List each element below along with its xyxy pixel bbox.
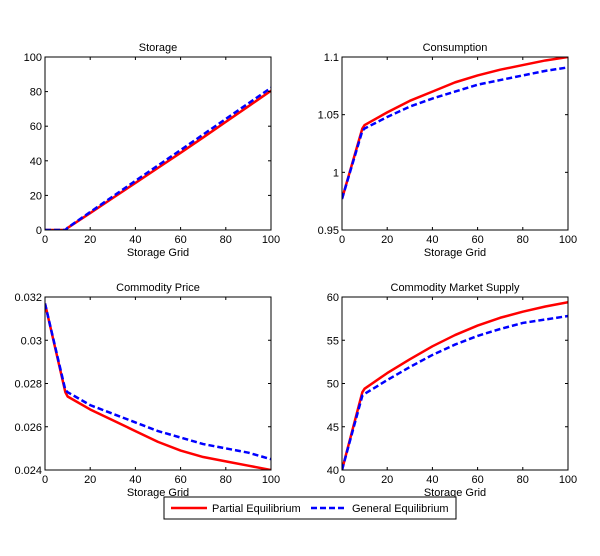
y-tick-label: 1.05	[318, 110, 339, 122]
y-tick-label: 60	[30, 121, 42, 133]
x-tick-label: 80	[220, 474, 232, 486]
x-tick-label: 80	[220, 234, 232, 246]
subplot-consumption: Consumption 0 20 40 60 80 100 0.95 1 1.05 1.1 Stora…	[318, 42, 578, 259]
legend-label-general: General Equilibrium	[352, 503, 449, 515]
x-tick-label: 20	[381, 234, 393, 246]
x-tick-label: 60	[174, 234, 186, 246]
x-axis-label: Storage Grid	[424, 247, 486, 259]
x-tick-label: 40	[129, 474, 141, 486]
x-tick-label: 60	[174, 474, 186, 486]
y-tick-label: 1	[333, 167, 339, 179]
y-tick-label: 20	[30, 190, 42, 202]
x-tick-label: 100	[559, 474, 577, 486]
x-tick-label: 0	[42, 474, 48, 486]
x-tick-label: 60	[471, 474, 483, 486]
subplot-title: Storage	[139, 42, 178, 54]
x-tick-label: 60	[471, 234, 483, 246]
x-tick-label: 100	[262, 474, 280, 486]
x-tick-label: 100	[559, 234, 577, 246]
x-tick-label: 40	[129, 234, 141, 246]
y-tick-label: 45	[327, 422, 339, 434]
series-line-partial	[45, 303, 271, 470]
y-tick-label: 80	[30, 87, 42, 99]
subplot-title: Consumption	[423, 42, 488, 54]
y-tick-label: 0.026	[14, 422, 42, 434]
subplot-storage: Storage 0 20 40 60 80 100 0 20 40 60 80 100 Storage G…	[24, 42, 281, 259]
y-tick-label: 50	[327, 379, 339, 391]
subplot-title: Commodity Market Supply	[391, 282, 520, 294]
y-tick-label: 100	[24, 52, 42, 64]
x-tick-label: 80	[517, 474, 529, 486]
y-tick-label: 0.03	[21, 335, 42, 347]
legend-label-partial: Partial Equilibrium	[212, 503, 301, 515]
y-tick-label: 0.95	[318, 225, 339, 237]
x-tick-label: 20	[84, 474, 96, 486]
x-axis-label: Storage Grid	[424, 487, 486, 499]
y-tick-label: 1.1	[324, 52, 339, 64]
y-tick-label: 60	[327, 292, 339, 304]
x-axis-label: Storage Grid	[127, 247, 189, 259]
series-line-general	[45, 303, 271, 461]
series-line-partial	[342, 300, 568, 470]
subplot-commodity-price: Commodity Price 0 20 40 60 80 100 0.024 0.026 0.0…	[14, 282, 280, 499]
x-tick-label: 40	[426, 474, 438, 486]
x-axis-label: Storage Grid	[127, 487, 189, 499]
x-tick-label: 20	[381, 474, 393, 486]
series-line-general	[342, 66, 568, 200]
x-tick-label: 20	[84, 234, 96, 246]
y-tick-label: 0.032	[14, 292, 42, 304]
legend: Partial Equilibrium General Equilibrium	[163, 496, 457, 520]
x-tick-label: 0	[339, 474, 345, 486]
x-tick-label: 0	[42, 234, 48, 246]
series-line-partial	[45, 89, 271, 230]
x-tick-label: 80	[517, 234, 529, 246]
y-tick-label: 0.024	[14, 465, 42, 477]
y-tick-label: 40	[30, 156, 42, 168]
axes-frame	[44, 56, 272, 231]
y-tick-label: 0	[36, 225, 42, 237]
x-tick-label: 40	[426, 234, 438, 246]
y-tick-label: 0.028	[14, 379, 42, 391]
subplot-title: Commodity Price	[116, 282, 200, 294]
subplot-commodity-market-supply: Commodity Market Supply 0 20 40 60 80 100 40 45 5…	[327, 282, 577, 499]
y-tick-label: 40	[327, 465, 339, 477]
x-tick-label: 0	[339, 234, 345, 246]
x-tick-label: 100	[262, 234, 280, 246]
axes-frame	[341, 56, 569, 231]
series-line-partial	[342, 57, 568, 200]
y-tick-label: 55	[327, 335, 339, 347]
legend-box	[163, 496, 457, 520]
